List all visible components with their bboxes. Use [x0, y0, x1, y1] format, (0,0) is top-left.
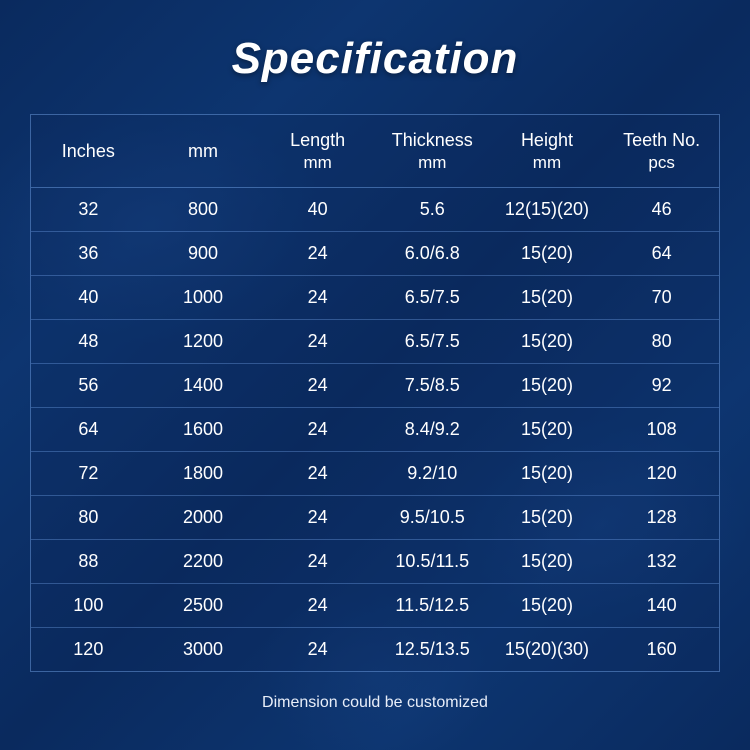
cell-r3-c2: 24	[260, 319, 375, 363]
cell-r6-c2: 24	[260, 451, 375, 495]
cell-r3-c1: 1200	[146, 319, 261, 363]
cell-r5-c1: 1600	[146, 407, 261, 451]
col-header-3: Thicknessmm	[375, 115, 490, 187]
cell-r10-c1: 3000	[146, 627, 261, 671]
cell-r8-c1: 2200	[146, 539, 261, 583]
cell-r5-c5: 108	[604, 407, 719, 451]
cell-r4-c5: 92	[604, 363, 719, 407]
table-header: InchesmmLengthmmThicknessmmHeightmmTeeth…	[31, 115, 719, 187]
spec-table: InchesmmLengthmmThicknessmmHeightmmTeeth…	[31, 115, 719, 671]
cell-r4-c2: 24	[260, 363, 375, 407]
cell-r2-c4: 15(20)	[490, 275, 605, 319]
cell-r2-c0: 40	[31, 275, 146, 319]
cell-r9-c0: 100	[31, 583, 146, 627]
cell-r2-c1: 1000	[146, 275, 261, 319]
col-header-main: mm	[188, 141, 218, 161]
cell-r4-c0: 56	[31, 363, 146, 407]
table-row: 32800405.612(15)(20)46	[31, 187, 719, 231]
spec-table-container: InchesmmLengthmmThicknessmmHeightmmTeeth…	[30, 114, 720, 672]
cell-r1-c3: 6.0/6.8	[375, 231, 490, 275]
cell-r0-c0: 32	[31, 187, 146, 231]
table-body: 32800405.612(15)(20)4636900246.0/6.815(2…	[31, 187, 719, 671]
cell-r5-c0: 64	[31, 407, 146, 451]
cell-r7-c2: 24	[260, 495, 375, 539]
col-header-sub: mm	[379, 152, 486, 173]
cell-r3-c4: 15(20)	[490, 319, 605, 363]
cell-r1-c4: 15(20)	[490, 231, 605, 275]
cell-r6-c5: 120	[604, 451, 719, 495]
cell-r7-c4: 15(20)	[490, 495, 605, 539]
cell-r0-c3: 5.6	[375, 187, 490, 231]
col-header-1: mm	[146, 115, 261, 187]
cell-r8-c3: 10.5/11.5	[375, 539, 490, 583]
cell-r6-c3: 9.2/10	[375, 451, 490, 495]
cell-r3-c3: 6.5/7.5	[375, 319, 490, 363]
table-row: 481200246.5/7.515(20)80	[31, 319, 719, 363]
cell-r3-c0: 48	[31, 319, 146, 363]
table-row: 802000249.5/10.515(20)128	[31, 495, 719, 539]
table-row: 36900246.0/6.815(20)64	[31, 231, 719, 275]
cell-r9-c5: 140	[604, 583, 719, 627]
cell-r7-c0: 80	[31, 495, 146, 539]
cell-r7-c5: 128	[604, 495, 719, 539]
cell-r4-c1: 1400	[146, 363, 261, 407]
footnote-text: Dimension could be customized	[0, 694, 750, 712]
cell-r8-c0: 88	[31, 539, 146, 583]
cell-r3-c5: 80	[604, 319, 719, 363]
cell-r1-c2: 24	[260, 231, 375, 275]
cell-r9-c3: 11.5/12.5	[375, 583, 490, 627]
cell-r10-c2: 24	[260, 627, 375, 671]
col-header-sub: mm	[494, 152, 601, 173]
col-header-main: Length	[290, 130, 345, 150]
cell-r0-c2: 40	[260, 187, 375, 231]
cell-r8-c5: 132	[604, 539, 719, 583]
cell-r10-c4: 15(20)(30)	[490, 627, 605, 671]
col-header-main: Inches	[62, 141, 115, 161]
cell-r8-c2: 24	[260, 539, 375, 583]
cell-r1-c1: 900	[146, 231, 261, 275]
cell-r6-c1: 1800	[146, 451, 261, 495]
cell-r10-c3: 12.5/13.5	[375, 627, 490, 671]
col-header-5: Teeth No.pcs	[604, 115, 719, 187]
col-header-0: Inches	[31, 115, 146, 187]
cell-r10-c0: 120	[31, 627, 146, 671]
cell-r6-c4: 15(20)	[490, 451, 605, 495]
cell-r2-c5: 70	[604, 275, 719, 319]
cell-r7-c1: 2000	[146, 495, 261, 539]
table-row: 561400247.5/8.515(20)92	[31, 363, 719, 407]
cell-r0-c4: 12(15)(20)	[490, 187, 605, 231]
cell-r1-c5: 64	[604, 231, 719, 275]
cell-r4-c3: 7.5/8.5	[375, 363, 490, 407]
table-row: 641600248.4/9.215(20)108	[31, 407, 719, 451]
cell-r9-c2: 24	[260, 583, 375, 627]
cell-r10-c5: 160	[604, 627, 719, 671]
cell-r5-c3: 8.4/9.2	[375, 407, 490, 451]
col-header-2: Lengthmm	[260, 115, 375, 187]
col-header-main: Thickness	[392, 130, 473, 150]
cell-r0-c1: 800	[146, 187, 261, 231]
table-row: 12030002412.5/13.515(20)(30)160	[31, 627, 719, 671]
col-header-main: Teeth No.	[623, 130, 700, 150]
cell-r4-c4: 15(20)	[490, 363, 605, 407]
col-header-sub: pcs	[608, 152, 715, 173]
table-row: 721800249.2/1015(20)120	[31, 451, 719, 495]
table-row: 10025002411.5/12.515(20)140	[31, 583, 719, 627]
col-header-main: Height	[521, 130, 573, 150]
cell-r8-c4: 15(20)	[490, 539, 605, 583]
cell-r9-c4: 15(20)	[490, 583, 605, 627]
cell-r5-c2: 24	[260, 407, 375, 451]
cell-r5-c4: 15(20)	[490, 407, 605, 451]
cell-r2-c2: 24	[260, 275, 375, 319]
cell-r6-c0: 72	[31, 451, 146, 495]
page-title: Specification	[0, 0, 750, 114]
cell-r9-c1: 2500	[146, 583, 261, 627]
cell-r1-c0: 36	[31, 231, 146, 275]
table-row: 401000246.5/7.515(20)70	[31, 275, 719, 319]
cell-r2-c3: 6.5/7.5	[375, 275, 490, 319]
col-header-sub: mm	[264, 152, 371, 173]
cell-r0-c5: 46	[604, 187, 719, 231]
col-header-4: Heightmm	[490, 115, 605, 187]
cell-r7-c3: 9.5/10.5	[375, 495, 490, 539]
table-row: 8822002410.5/11.515(20)132	[31, 539, 719, 583]
